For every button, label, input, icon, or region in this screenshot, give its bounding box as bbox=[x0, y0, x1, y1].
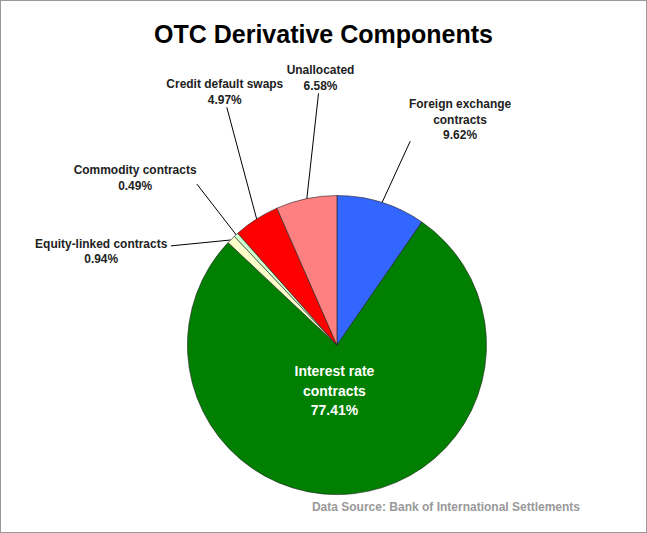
svg-text:Commodity contracts0.49%: Commodity contracts0.49% bbox=[74, 163, 197, 193]
svg-text:Interest ratecontracts77.41%: Interest ratecontracts77.41% bbox=[295, 363, 375, 418]
html-text:Data Source: Bank of Internati: Data Source: Bank of International Settl… bbox=[311, 500, 580, 514]
svg-text:Credit default swaps4.97%: Credit default swaps4.97% bbox=[166, 77, 283, 107]
svg-text:Foreign exchangecontracts9.62%: Foreign exchangecontracts9.62% bbox=[409, 97, 512, 142]
svg-text:Equity-linked contracts0.94%: Equity-linked contracts0.94% bbox=[35, 237, 168, 267]
svg-text:Unallocated6.58%: Unallocated6.58% bbox=[287, 64, 355, 94]
html-text:OTC Derivative Components: OTC Derivative Components bbox=[154, 20, 493, 48]
